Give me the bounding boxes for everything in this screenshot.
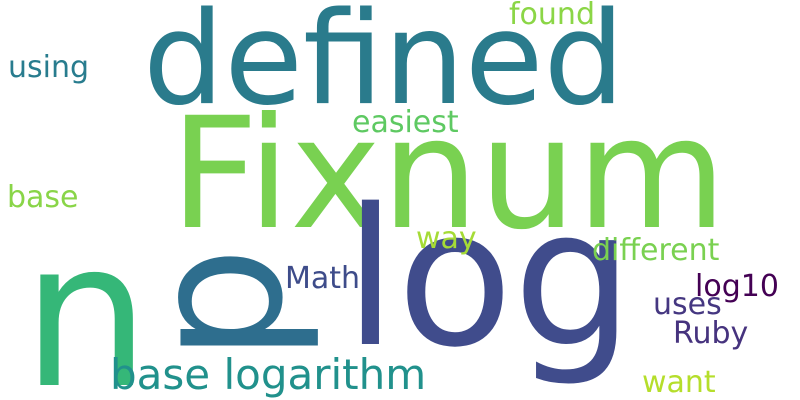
word-ruby: Ruby [673,316,749,351]
word-using: using [8,50,90,85]
word-base: base [7,180,79,215]
word-easiest: easiest [352,105,459,140]
word-uses: uses [653,287,722,322]
word-way: way [416,221,477,256]
word-n: n [22,197,151,400]
word-fixnum: Fixnum [170,85,727,264]
word-different: different [592,233,720,268]
word-want: want [642,365,716,400]
word-base-logarithm: base logarithm [110,350,427,399]
word-log10: log10 [695,269,779,304]
word-log: log [344,168,634,389]
word-defined: defined [143,0,625,134]
word-p: p [111,246,323,362]
word-found: found [509,0,595,32]
word-math: Math [285,261,361,296]
